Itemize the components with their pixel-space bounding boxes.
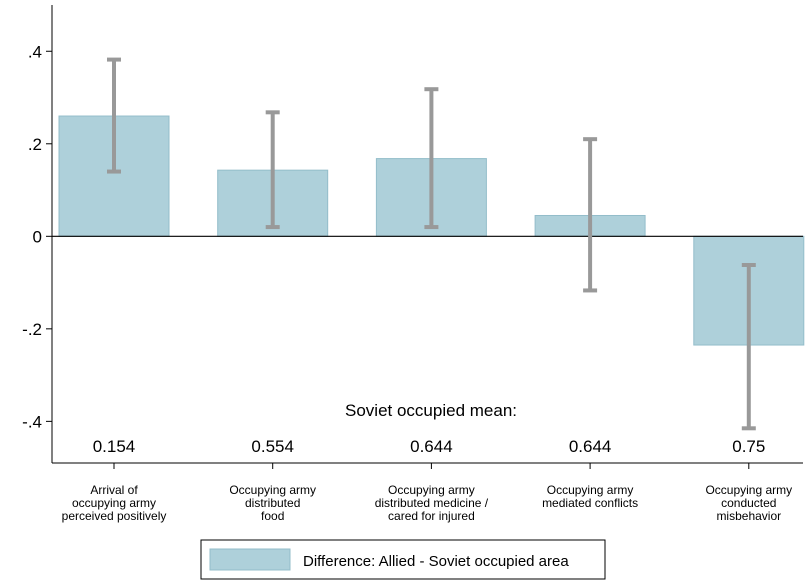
error-bar [424,87,439,230]
legend-label: Difference: Allied - Soviet occupied are… [303,553,569,570]
legend: Difference: Allied - Soviet occupied are… [200,539,606,580]
x-tick-label: misbehavior [716,509,781,523]
error-bar [265,110,280,230]
x-tick-label: distributed [245,496,300,510]
y-axis: .4 .2 0 -.2 -.4 [22,42,52,431]
annotation-value: 0.554 [251,437,294,456]
error-bar [741,262,756,431]
x-tick-label: cared for injured [388,509,475,523]
bars [52,115,805,346]
y-tick-label: -.4 [22,412,42,431]
x-tick-label: perceived positively [62,509,167,523]
error-bar [107,57,121,174]
legend-swatch [209,548,291,571]
annotation-value: 0.644 [569,437,612,456]
x-tick-label: Occupying army [547,483,634,497]
x-tick-label: Occupying army [229,483,316,497]
y-tick-label: .2 [28,135,42,154]
annotation-values: 0.154 0.554 0.644 0.644 0.75 [93,437,766,456]
annotation-value: 0.644 [410,437,453,456]
x-tick-label: distributed medicine / [375,496,489,510]
annotation-value: 0.154 [93,437,136,456]
y-tick-label: -.2 [22,320,42,339]
x-tick-label: mediated conflicts [542,496,638,510]
x-tick-label: occupying army [72,496,156,510]
annotation-title: Soviet occupied mean: [345,401,517,420]
x-tick-label: Arrival of [90,483,138,497]
x-tick-label: Occupying army [388,483,475,497]
x-tick-label: Occupying army [705,483,792,497]
confidence-intervals [107,57,756,431]
x-tick-label: conducted [721,496,776,510]
y-tick-label: .4 [28,42,42,61]
y-tick-label: 0 [33,227,42,246]
x-tick-label: food [261,509,284,523]
error-bar [583,137,598,293]
annotation-value: 0.75 [732,437,765,456]
plot-area [51,5,803,464]
